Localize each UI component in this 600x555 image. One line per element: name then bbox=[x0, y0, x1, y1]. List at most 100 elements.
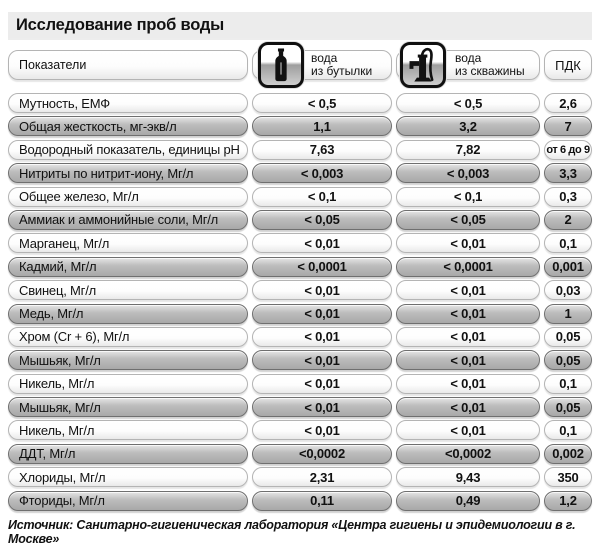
pump-icon bbox=[400, 42, 446, 88]
bottled-water-value-cell: < 0,01 bbox=[252, 397, 392, 418]
page-title: Исследование проб воды bbox=[16, 15, 225, 34]
indicator-cell: Общее железо, Мг/л bbox=[8, 186, 248, 207]
table-row: Нитриты по нитрит-иону, Мг/л < 0,003 < 0… bbox=[8, 163, 592, 184]
well-water-value-cell: < 0,05 bbox=[396, 209, 540, 230]
indicator-cell: Мутность, ЕМФ bbox=[8, 93, 248, 113]
well-water-value-cell: < 0,01 bbox=[396, 350, 540, 371]
table-row: Хлориды, Мг/л 2,31 9,43 350 bbox=[8, 467, 592, 488]
indicator-cell: Фториды, Мг/л bbox=[8, 490, 248, 511]
table-row: Мышьяк, Мг/л < 0,01 < 0,01 0,05 bbox=[8, 397, 592, 418]
indicator-cell: Свинец, Мг/л bbox=[8, 280, 248, 301]
pdk-value-cell: 0,05 bbox=[544, 350, 592, 371]
table-row: Водородный показатель, единицы рН 7,63 7… bbox=[8, 139, 592, 160]
table-row: Аммиак и аммонийные соли, Мг/л < 0,05 < … bbox=[8, 209, 592, 230]
indicator-cell: Никель, Мг/л bbox=[8, 420, 248, 441]
pdk-value-cell: 3,3 bbox=[544, 163, 592, 184]
table-row: Никель, Мг/л < 0,01 < 0,01 0,1 bbox=[8, 420, 592, 441]
table-row: Никель, Мг/л < 0,01 < 0,01 0,1 bbox=[8, 373, 592, 394]
table-row: ДДТ, Мг/л <0,0002 <0,0002 0,002 bbox=[8, 443, 592, 464]
table-row: Фториды, Мг/л 0,11 0,49 1,2 bbox=[8, 490, 592, 511]
table-row: Свинец, Мг/л < 0,01 < 0,01 0,03 bbox=[8, 280, 592, 301]
pdk-value-cell: 0,1 bbox=[544, 373, 592, 394]
bottled-water-value-cell: < 0,01 bbox=[252, 350, 392, 371]
pdk-value-cell: 0,1 bbox=[544, 420, 592, 441]
pdk-value-cell: 0,002 bbox=[544, 443, 592, 464]
indicator-cell: Нитриты по нитрит-иону, Мг/л bbox=[8, 163, 248, 184]
well-water-value-cell: 3,2 bbox=[396, 116, 540, 137]
pdk-value-cell: 0,1 bbox=[544, 233, 592, 254]
well-water-value-cell: 0,49 bbox=[396, 490, 540, 511]
well-water-value-cell: < 0,01 bbox=[396, 373, 540, 394]
well-water-value-cell: < 0,1 bbox=[396, 186, 540, 207]
bottled-water-value-cell: < 0,01 bbox=[252, 233, 392, 254]
title-band: Исследование проб воды bbox=[8, 12, 592, 38]
well-water-value-cell: < 0,01 bbox=[396, 303, 540, 324]
table-header: Показатели вода из бутылки вода из скваж… bbox=[8, 42, 592, 88]
bottled-water-value-cell: < 0,003 bbox=[252, 163, 392, 184]
pdk-value-cell: от 6 до 9 bbox=[544, 139, 592, 160]
pdk-value-cell: 0,05 bbox=[544, 326, 592, 347]
pdk-value-cell: 2,6 bbox=[544, 93, 592, 113]
header-indicators-label: Показатели bbox=[19, 58, 87, 72]
indicator-cell: Хром (Cr + 6), Мг/л bbox=[8, 326, 248, 347]
table-row: Мышьяк, Мг/л < 0,01 < 0,01 0,05 bbox=[8, 350, 592, 371]
pdk-value-cell: 0,05 bbox=[544, 397, 592, 418]
table-row: Мутность, ЕМФ < 0,5 < 0,5 2,6 bbox=[8, 93, 592, 113]
table-row: Марганец, Мг/л < 0,01 < 0,01 0,1 bbox=[8, 233, 592, 254]
indicator-cell: Аммиак и аммонийные соли, Мг/л bbox=[8, 209, 248, 230]
well-water-value-cell: < 0,01 bbox=[396, 233, 540, 254]
header-pdk-label: ПДК bbox=[555, 57, 581, 73]
pdk-value-cell: 0,03 bbox=[544, 280, 592, 301]
well-water-value-cell: < 0,01 bbox=[396, 420, 540, 441]
bottled-water-value-cell: < 0,05 bbox=[252, 209, 392, 230]
source-note: Источник: Санитарно-гигиеническая лабора… bbox=[8, 518, 576, 546]
table-row: Медь, Мг/л < 0,01 < 0,01 1 bbox=[8, 303, 592, 324]
indicator-cell: Водородный показатель, единицы рН bbox=[8, 139, 248, 160]
indicator-cell: Кадмий, Мг/л bbox=[8, 256, 248, 277]
bottled-water-value-cell: 1,1 bbox=[252, 116, 392, 137]
well-water-value-cell: < 0,003 bbox=[396, 163, 540, 184]
indicator-cell: Общая жесткость, мг-экв/л bbox=[8, 116, 248, 137]
pdk-value-cell: 0,001 bbox=[544, 256, 592, 277]
table-body: Мутность, ЕМФ < 0,5 < 0,5 2,6 Общая жест… bbox=[8, 93, 592, 514]
indicator-cell: Марганец, Мг/л bbox=[8, 233, 248, 254]
indicator-cell: Никель, Мг/л bbox=[8, 373, 248, 394]
well-water-value-cell: < 0,0001 bbox=[396, 256, 540, 277]
pdk-value-cell: 0,3 bbox=[544, 186, 592, 207]
indicator-cell: Мышьяк, Мг/л bbox=[8, 350, 248, 371]
bottled-water-value-cell: < 0,5 bbox=[252, 93, 392, 113]
pdk-value-cell: 1,2 bbox=[544, 490, 592, 511]
indicator-cell: ДДТ, Мг/л bbox=[8, 443, 248, 464]
well-water-value-cell: 7,82 bbox=[396, 139, 540, 160]
bottled-water-value-cell: < 0,01 bbox=[252, 373, 392, 394]
well-water-value-cell: 9,43 bbox=[396, 467, 540, 488]
pdk-value-cell: 2 bbox=[544, 209, 592, 230]
table-row: Общая жесткость, мг-экв/л 1,1 3,2 7 bbox=[8, 116, 592, 137]
bottled-water-value-cell: 0,11 bbox=[252, 490, 392, 511]
bottled-water-value-cell: 2,31 bbox=[252, 467, 392, 488]
well-water-value-cell: < 0,5 bbox=[396, 93, 540, 113]
bottled-water-value-cell: < 0,0001 bbox=[252, 256, 392, 277]
indicator-cell: Мышьяк, Мг/л bbox=[8, 397, 248, 418]
header-bottled-water-label: вода из бутылки bbox=[311, 51, 373, 78]
table-row: Общее железо, Мг/л < 0,1 < 0,1 0,3 bbox=[8, 186, 592, 207]
table-row: Кадмий, Мг/л < 0,0001 < 0,0001 0,001 bbox=[8, 256, 592, 277]
bottled-water-value-cell: < 0,01 bbox=[252, 420, 392, 441]
header-pdk: ПДК bbox=[544, 50, 592, 80]
indicator-cell: Медь, Мг/л bbox=[8, 303, 248, 324]
well-water-value-cell: <0,0002 bbox=[396, 443, 540, 464]
pdk-value-cell: 1 bbox=[544, 303, 592, 324]
bottled-water-value-cell: <0,0002 bbox=[252, 443, 392, 464]
bottled-water-value-cell: < 0,01 bbox=[252, 303, 392, 324]
header-indicators: Показатели bbox=[8, 50, 248, 80]
well-water-value-cell: < 0,01 bbox=[396, 280, 540, 301]
header-well-water-label: вода из скважины bbox=[455, 51, 525, 78]
pdk-value-cell: 7 bbox=[544, 116, 592, 137]
bottle-icon bbox=[258, 42, 304, 88]
table-row: Хром (Cr + 6), Мг/л < 0,01 < 0,01 0,05 bbox=[8, 326, 592, 347]
bottled-water-value-cell: < 0,1 bbox=[252, 186, 392, 207]
well-water-value-cell: < 0,01 bbox=[396, 397, 540, 418]
bottled-water-value-cell: < 0,01 bbox=[252, 326, 392, 347]
pdk-value-cell: 350 bbox=[544, 467, 592, 488]
